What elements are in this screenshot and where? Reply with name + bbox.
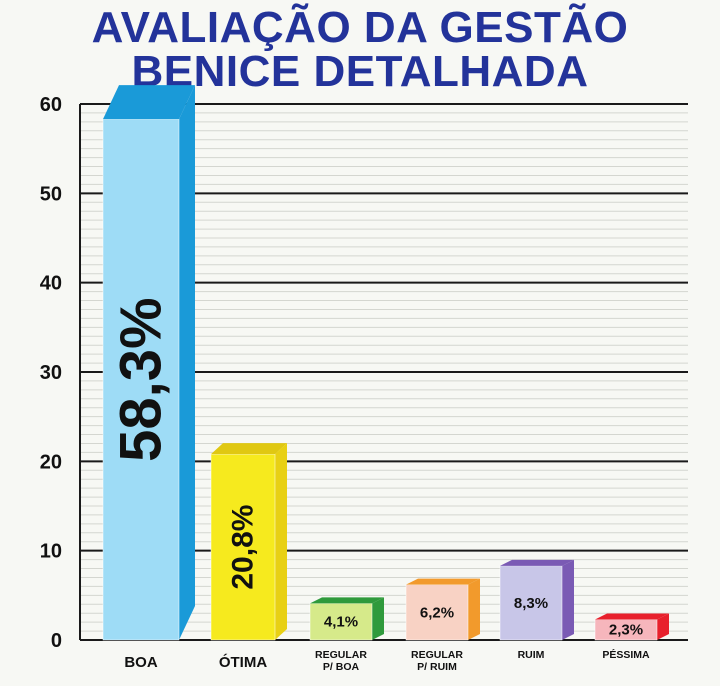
bar-top-face bbox=[406, 578, 480, 585]
bar bbox=[405, 584, 469, 641]
x-category-label: REGULAR bbox=[411, 649, 463, 661]
bar-side-face bbox=[179, 85, 195, 641]
bar bbox=[499, 565, 563, 641]
x-category-label: BOA bbox=[124, 654, 158, 671]
value-label: 8,3% bbox=[514, 595, 548, 612]
y-tick-label: 10 bbox=[40, 541, 62, 563]
bar-side-face bbox=[468, 578, 480, 640]
y-tick-label: 50 bbox=[40, 183, 62, 205]
bar bbox=[210, 453, 276, 641]
x-category-label: PÉSSIMA bbox=[602, 648, 650, 661]
value-label: 4,1% bbox=[324, 614, 358, 631]
y-tick-label: 20 bbox=[40, 451, 62, 473]
bar bbox=[309, 603, 373, 641]
bar-side-face bbox=[562, 559, 574, 640]
y-tick-label: 30 bbox=[40, 362, 62, 384]
chart-title-line-2: BENICE DETALHADA bbox=[131, 47, 589, 96]
bar-side-face bbox=[372, 597, 384, 640]
value-label: 20,8% bbox=[227, 505, 260, 590]
bars bbox=[102, 85, 669, 641]
bar-top-face bbox=[595, 613, 669, 620]
bar-top-face bbox=[211, 443, 287, 455]
y-tick-label: 60 bbox=[40, 94, 62, 116]
bar-top-face bbox=[500, 559, 574, 566]
x-category-label: P/ BOA bbox=[323, 661, 360, 673]
x-category-label: P/ RUIM bbox=[417, 661, 457, 673]
y-tick-label: 40 bbox=[40, 273, 62, 295]
x-category-label: REGULAR bbox=[315, 649, 367, 661]
x-category-label: RUIM bbox=[518, 649, 545, 661]
y-tick-label: 0 bbox=[51, 630, 62, 652]
value-label: 6,2% bbox=[420, 604, 454, 621]
bar-top-face bbox=[310, 597, 384, 604]
labels: 0 10 20 30 40 50 60 58,3% 20,8% 4,1% 6,2% 8,3% 2,3% B… bbox=[40, 94, 650, 673]
x-category-label: ÓTIMA bbox=[219, 653, 267, 671]
bar-side-face bbox=[657, 613, 669, 640]
bar-top-face bbox=[103, 85, 195, 120]
bar bbox=[102, 118, 180, 641]
value-label: 58,3% bbox=[109, 297, 174, 461]
value-label: 2,3% bbox=[609, 622, 643, 639]
bar-side-face bbox=[275, 443, 287, 640]
chart-title-line-1: AVALIAÇÃO DA GESTÃO bbox=[91, 3, 629, 52]
